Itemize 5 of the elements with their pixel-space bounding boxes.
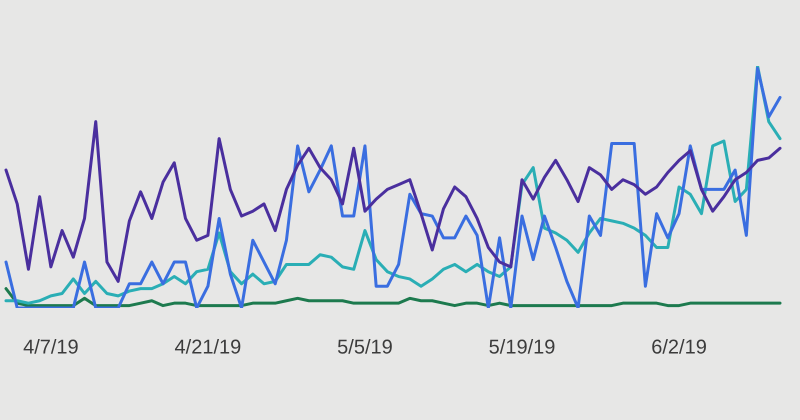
x-tick-label: 4/7/19 [23,336,79,359]
x-tick-label: 5/19/19 [488,336,556,359]
x-tick-label: 4/21/19 [174,336,242,359]
x-tick-label: 5/5/19 [337,336,393,359]
x-tick-label: 6/2/19 [651,336,707,359]
